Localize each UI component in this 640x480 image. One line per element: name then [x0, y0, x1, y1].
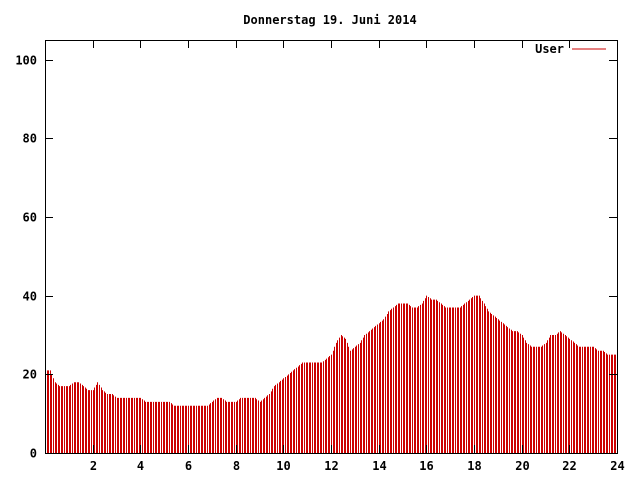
y-tick-label: 20: [23, 368, 37, 382]
y-tick-label: 0: [30, 447, 37, 461]
y-tick-label: 100: [15, 54, 37, 68]
x-tick-label: 18: [467, 459, 481, 473]
x-tick-label: 12: [324, 459, 338, 473]
legend: User: [535, 42, 606, 56]
x-tick-label: 8: [233, 459, 240, 473]
x-tick-label: 4: [137, 459, 144, 473]
bar-series: [45, 295, 616, 453]
x-tick-label: 22: [562, 459, 576, 473]
x-tick-label: 16: [419, 459, 433, 473]
x-tick-label: 6: [185, 459, 192, 473]
chart-title: Donnerstag 19. Juni 2014: [243, 13, 416, 27]
y-tick-label: 80: [23, 132, 37, 146]
x-tick-label: 2: [90, 459, 97, 473]
y-tick-label: 60: [23, 211, 37, 225]
x-tick-label: 10: [276, 459, 290, 473]
legend-label-user: User: [535, 42, 564, 56]
x-tick-label: 20: [515, 459, 529, 473]
y-tick-label: 40: [23, 290, 37, 304]
x-tick-label: 14: [372, 459, 386, 473]
x-tick-label: 24: [610, 459, 624, 473]
